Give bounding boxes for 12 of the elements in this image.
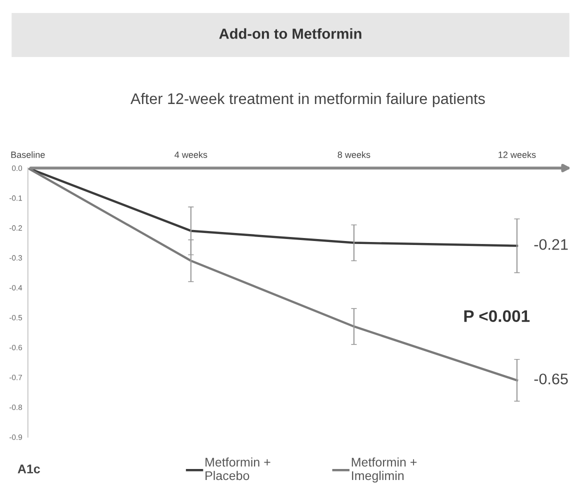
- annotation: -0.21: [534, 239, 568, 250]
- annotation: -0.65: [534, 374, 568, 384]
- x-tick-label: 4 weeks: [174, 151, 208, 158]
- text: A1c: [18, 464, 40, 474]
- chart-subtitle: After 12-week treatment in metformin failure patients: [130, 92, 485, 108]
- x-tick-label: 8 weeks: [338, 151, 370, 158]
- x-tick-label: Baseline: [11, 151, 45, 158]
- annotation: P <0.001: [464, 310, 530, 322]
- legend-label: Metformin + Imeglimin: [352, 457, 417, 483]
- legend-label: Metformin + Placebo: [206, 457, 270, 480]
- chart-title: Add-on to Metformin: [219, 28, 362, 39]
- x-tick-label: 12 weeks: [498, 151, 536, 158]
